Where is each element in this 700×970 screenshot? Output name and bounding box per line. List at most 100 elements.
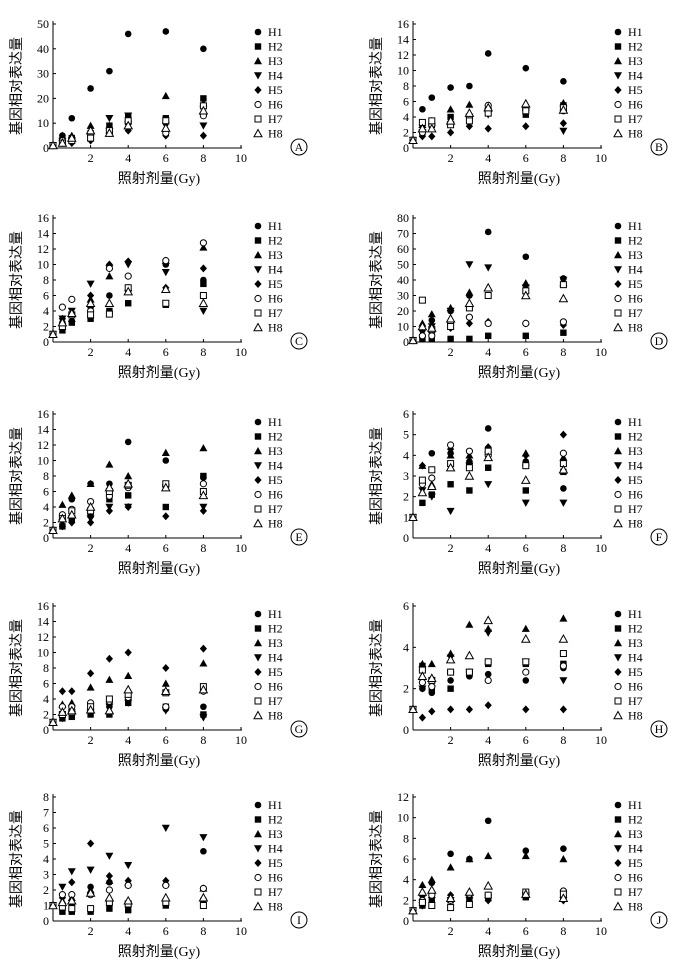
- data-point-h8: [558, 464, 569, 474]
- data-point-h6: [105, 264, 114, 272]
- x-tick-label: 8: [560, 151, 566, 165]
- data-point-h5: [447, 445, 455, 454]
- y-tick-label: 6: [43, 289, 49, 303]
- data-point-h8: [66, 509, 77, 519]
- data-point-h2: [447, 481, 454, 488]
- data-point-h2: [125, 906, 132, 914]
- y-tick-label: 8: [43, 790, 49, 804]
- legend-marker-h2: [614, 816, 622, 823]
- data-point-h8: [160, 482, 171, 492]
- legend-label: H6: [268, 98, 283, 112]
- data-point-h2: [106, 711, 113, 718]
- data-point-h5: [87, 669, 95, 678]
- data-point-h3: [559, 614, 568, 622]
- data-point-h7: [522, 107, 530, 115]
- y-tick-label: 5: [403, 428, 409, 442]
- data-point-h3: [105, 272, 114, 280]
- data-point-h6: [559, 449, 568, 457]
- data-point-h8: [445, 115, 456, 125]
- data-point-h4: [124, 862, 133, 870]
- panel-letter-circle: [290, 332, 308, 350]
- legend-label: H7: [628, 306, 643, 320]
- legend-label: H4: [268, 263, 283, 277]
- data-point-h2: [125, 492, 132, 499]
- panel-letter-circle: [290, 528, 308, 546]
- data-point-h1: [68, 114, 76, 122]
- data-point-h5: [199, 506, 207, 515]
- x-tick-label: 4: [485, 541, 491, 555]
- data-point-h4: [559, 276, 568, 284]
- y-tick-label: 0: [43, 531, 49, 545]
- data-point-h2: [485, 464, 492, 471]
- legend-marker-h2: [254, 433, 262, 440]
- x-tick-label: 2: [88, 345, 94, 359]
- y-tick-label: 6: [403, 599, 409, 613]
- y-axis-title: 基因相对表达量: [8, 231, 25, 329]
- data-point-h5: [199, 644, 207, 653]
- data-point-h5: [162, 512, 170, 521]
- legend-label: H3: [268, 444, 283, 458]
- data-point-h6: [58, 891, 67, 899]
- data-point-h8: [104, 298, 115, 307]
- legend-label: H2: [628, 622, 643, 636]
- legend-label: H7: [628, 694, 643, 708]
- panel-letter-circle: [650, 720, 668, 738]
- x-tick-label: 6: [163, 151, 169, 165]
- legend-label: H1: [268, 607, 283, 621]
- data-point-h3: [465, 288, 474, 296]
- data-point-h7: [447, 668, 455, 676]
- data-point-h8: [408, 704, 418, 714]
- legend-label: H6: [628, 292, 643, 306]
- data-point-h8: [160, 892, 171, 902]
- data-point-h6: [124, 272, 132, 280]
- data-point-h1: [162, 457, 170, 464]
- x-axis-title: 照射剂量(Gy): [478, 944, 561, 960]
- x-tick-label: 8: [200, 345, 206, 359]
- legend-marker-h6: [614, 682, 622, 691]
- data-point-h8: [445, 893, 456, 902]
- data-point-h8: [57, 138, 68, 147]
- data-point-h5: [522, 705, 530, 714]
- panel-letter: A: [295, 140, 304, 154]
- x-axis-title: 照射剂量(Gy): [478, 561, 561, 577]
- data-point-h8: [123, 286, 134, 296]
- panel-letter: J: [657, 913, 662, 927]
- legend-label: H8: [628, 321, 643, 335]
- x-tick-label: 10: [235, 345, 247, 359]
- legend-label: H1: [628, 798, 643, 812]
- data-point-h3: [67, 491, 76, 499]
- legend-marker-h3: [254, 639, 262, 647]
- data-point-h5: [124, 257, 132, 266]
- x-tick-label: 10: [595, 345, 607, 359]
- legend-marker-h6: [254, 682, 262, 691]
- legend-label: H8: [268, 709, 283, 723]
- data-point-h3: [86, 479, 95, 487]
- y-tick-label: 2: [43, 883, 49, 897]
- data-point-h8: [445, 462, 456, 472]
- legend-marker-h5: [614, 86, 622, 94]
- y-tick-label: 12: [37, 438, 49, 452]
- data-point-h6: [418, 332, 426, 340]
- data-point-h6: [522, 319, 530, 327]
- x-tick-label: 4: [125, 924, 131, 938]
- data-point-h4: [465, 261, 474, 269]
- data-point-h1: [484, 817, 492, 825]
- legend-marker-h8: [253, 128, 263, 138]
- y-tick-label: 4: [403, 873, 409, 887]
- y-tick-label: 16: [37, 407, 49, 421]
- y-tick-label: 16: [397, 17, 409, 31]
- data-point-h5: [87, 839, 95, 848]
- legend-marker-h1: [254, 610, 262, 618]
- legend-marker-h5: [614, 476, 622, 484]
- legend-label: H6: [628, 871, 643, 885]
- data-point-h6: [465, 313, 473, 321]
- y-axis-title: 基因相对表达量: [8, 427, 25, 525]
- data-point-h8: [408, 335, 418, 345]
- data-point-h6: [162, 881, 170, 889]
- data-point-h5: [162, 664, 170, 672]
- data-point-h8: [483, 282, 494, 292]
